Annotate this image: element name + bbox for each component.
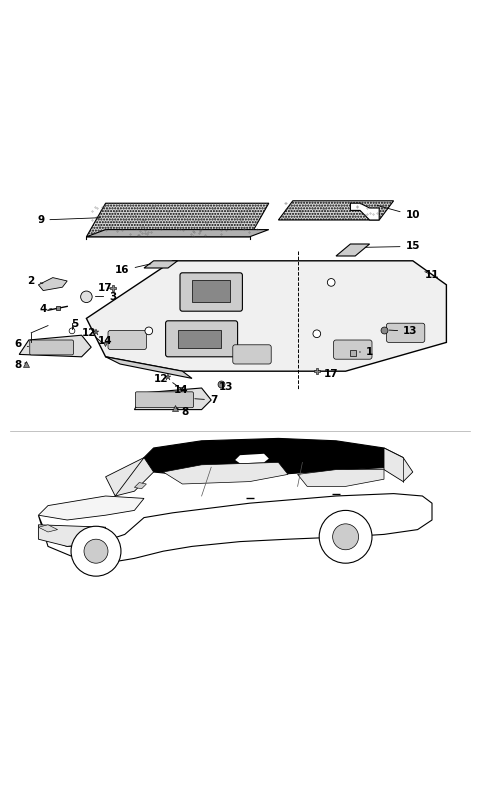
FancyBboxPatch shape (108, 330, 146, 350)
FancyBboxPatch shape (178, 330, 221, 348)
Text: 17: 17 (98, 283, 113, 293)
Text: 5: 5 (71, 319, 78, 329)
Polygon shape (106, 357, 192, 378)
Text: 16: 16 (115, 264, 151, 275)
Circle shape (84, 539, 108, 563)
Text: 7: 7 (195, 395, 217, 405)
Polygon shape (106, 458, 154, 496)
Polygon shape (144, 261, 178, 268)
FancyBboxPatch shape (180, 273, 242, 311)
Polygon shape (298, 470, 384, 486)
Text: 10: 10 (377, 206, 420, 220)
Text: 3: 3 (96, 292, 117, 302)
Text: 14: 14 (98, 337, 113, 346)
FancyBboxPatch shape (334, 340, 372, 359)
Polygon shape (38, 278, 67, 290)
Circle shape (333, 524, 359, 550)
Text: 11: 11 (425, 270, 439, 280)
Circle shape (145, 327, 153, 334)
Polygon shape (134, 482, 146, 489)
Polygon shape (38, 525, 106, 546)
Polygon shape (144, 438, 403, 477)
Polygon shape (134, 388, 211, 410)
Circle shape (327, 278, 335, 286)
Polygon shape (278, 201, 394, 220)
Text: 12: 12 (82, 328, 96, 338)
Text: 13: 13 (389, 326, 418, 336)
Text: 6: 6 (14, 339, 28, 350)
Text: 1: 1 (360, 347, 373, 357)
Text: 4: 4 (39, 304, 52, 314)
FancyBboxPatch shape (192, 280, 230, 302)
Text: 15: 15 (365, 242, 420, 251)
Polygon shape (86, 261, 446, 371)
Circle shape (69, 328, 75, 334)
FancyBboxPatch shape (386, 323, 425, 342)
Polygon shape (350, 203, 379, 220)
Text: 2: 2 (27, 276, 43, 286)
FancyBboxPatch shape (166, 321, 238, 357)
Text: 12: 12 (154, 374, 168, 384)
Polygon shape (19, 335, 91, 357)
FancyBboxPatch shape (30, 340, 73, 355)
Circle shape (319, 510, 372, 563)
FancyBboxPatch shape (233, 345, 271, 364)
Text: 13: 13 (218, 382, 233, 392)
Polygon shape (384, 448, 413, 482)
Text: 8: 8 (14, 361, 26, 370)
Polygon shape (38, 525, 58, 532)
Polygon shape (38, 496, 144, 520)
Circle shape (313, 330, 321, 338)
Circle shape (71, 526, 121, 576)
FancyBboxPatch shape (135, 392, 193, 408)
Text: 9: 9 (37, 215, 100, 225)
Text: 17: 17 (318, 369, 338, 378)
Polygon shape (235, 454, 269, 463)
Polygon shape (163, 462, 288, 484)
Polygon shape (86, 203, 269, 237)
Polygon shape (38, 494, 432, 563)
Text: 8: 8 (177, 407, 189, 417)
Polygon shape (86, 230, 269, 237)
Circle shape (81, 291, 92, 302)
Polygon shape (336, 244, 370, 256)
Text: 14: 14 (174, 386, 189, 395)
